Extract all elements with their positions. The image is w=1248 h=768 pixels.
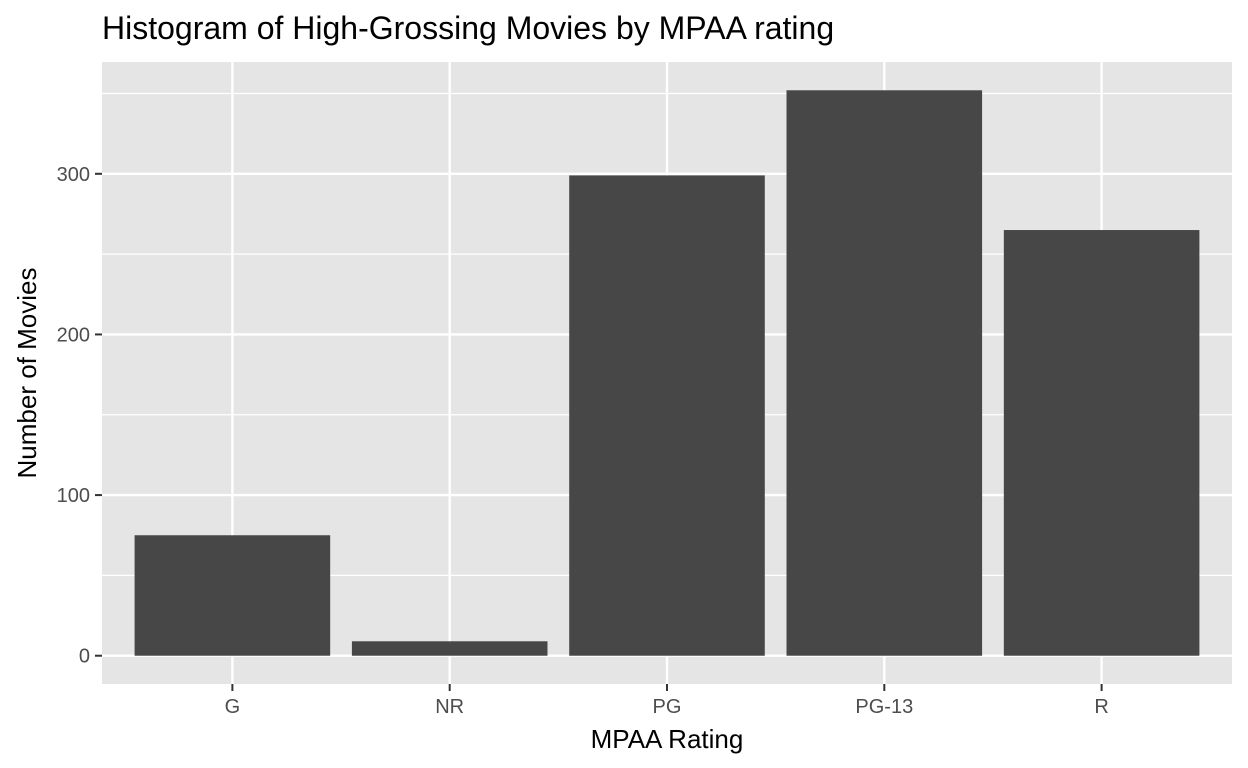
bars xyxy=(134,90,1200,656)
bar-nr xyxy=(351,641,548,656)
x-axis: G NR PG PG-13 R xyxy=(225,684,1109,718)
chart-title: Histogram of High-Grossing Movies by MPA… xyxy=(102,10,835,46)
y-tick-label: 300 xyxy=(57,164,90,186)
y-tick-label: 100 xyxy=(57,485,90,507)
bar-pg-13 xyxy=(786,90,983,656)
y-axis: 0 100 200 300 xyxy=(57,164,102,668)
x-tick-label: R xyxy=(1094,696,1108,718)
x-tick-label: G xyxy=(225,696,241,718)
bar-g xyxy=(134,535,331,656)
x-axis-title: MPAA Rating xyxy=(591,724,744,754)
bar-pg xyxy=(569,175,765,656)
y-axis-title: Number of Movies xyxy=(12,268,42,479)
x-tick-label: NR xyxy=(435,696,464,718)
bar-r xyxy=(1003,230,1200,656)
x-tick-label: PG-13 xyxy=(855,696,913,718)
y-tick-label: 0 xyxy=(79,646,90,668)
y-tick-label: 200 xyxy=(57,324,90,346)
x-tick-label: PG xyxy=(653,696,682,718)
